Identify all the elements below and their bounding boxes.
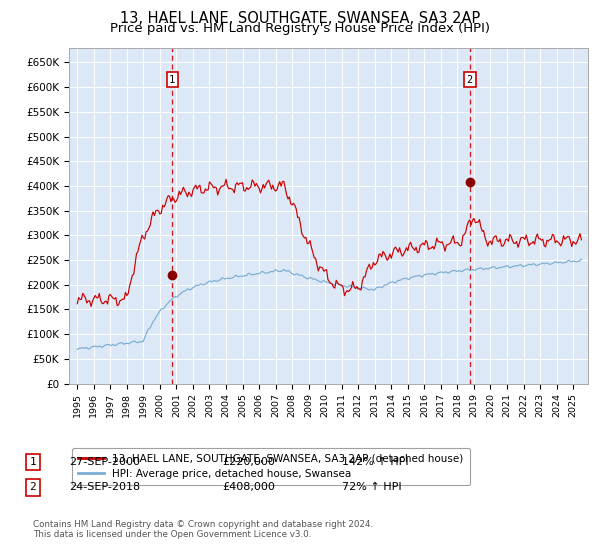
Text: Contains HM Land Registry data © Crown copyright and database right 2024.
This d: Contains HM Land Registry data © Crown c… <box>33 520 373 539</box>
Text: 2: 2 <box>467 74 473 85</box>
Text: 27-SEP-2000: 27-SEP-2000 <box>69 457 140 467</box>
Text: Price paid vs. HM Land Registry's House Price Index (HPI): Price paid vs. HM Land Registry's House … <box>110 22 490 35</box>
Legend: 13, HAEL LANE, SOUTHGATE, SWANSEA, SA3 2AP (detached house), HPI: Average price,: 13, HAEL LANE, SOUTHGATE, SWANSEA, SA3 2… <box>71 447 470 486</box>
Text: 1: 1 <box>169 74 175 85</box>
Text: 2: 2 <box>29 482 37 492</box>
Text: 24-SEP-2018: 24-SEP-2018 <box>69 482 140 492</box>
Text: 13, HAEL LANE, SOUTHGATE, SWANSEA, SA3 2AP: 13, HAEL LANE, SOUTHGATE, SWANSEA, SA3 2… <box>120 11 480 26</box>
Text: 72% ↑ HPI: 72% ↑ HPI <box>342 482 401 492</box>
Text: 1: 1 <box>29 457 37 467</box>
Text: 142% ↑ HPI: 142% ↑ HPI <box>342 457 409 467</box>
Text: £408,000: £408,000 <box>222 482 275 492</box>
Text: £220,000: £220,000 <box>222 457 275 467</box>
